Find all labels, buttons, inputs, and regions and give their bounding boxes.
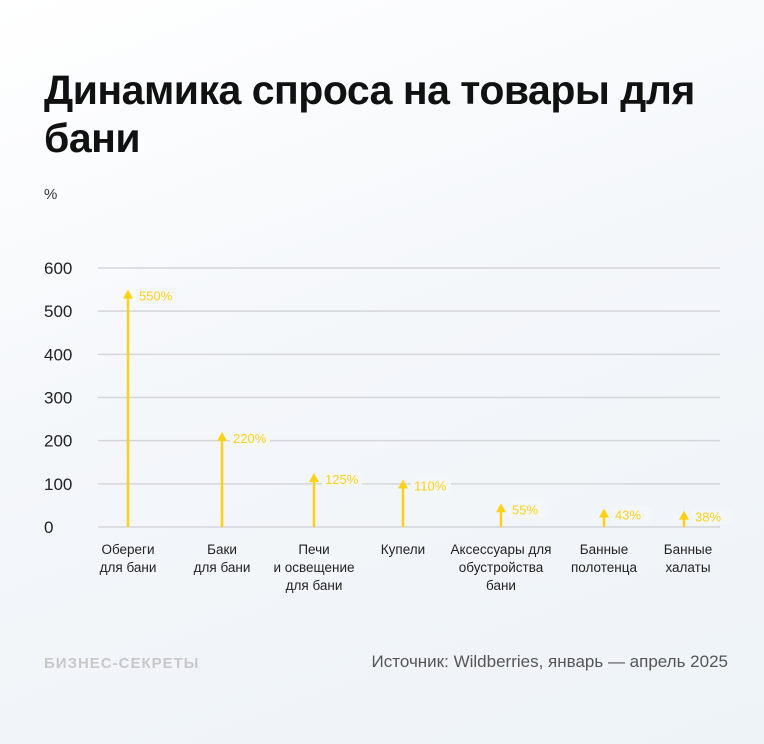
data-label: 38% [695,510,721,525]
x-category-label: Купели [380,542,426,557]
y-tick-label: 600 [44,259,72,278]
x-category-label: Банные халаты [663,542,713,575]
data-label-bg [692,508,732,525]
y-tick-label: 200 [44,432,72,451]
chart-title: Динамика спроса на товары для бани [44,67,695,161]
brand-logo: БИЗНЕС-СЕКРЕТЫ [44,655,200,672]
data-label: 43% [615,507,641,522]
data-label-bg [612,506,652,523]
arrow-head [217,432,227,442]
arrow-head [679,510,689,520]
y-tick-label: 400 [44,345,72,364]
data-label: 125% [325,472,359,487]
data-label-bg [411,477,451,494]
x-category-label: Баки для бани [193,542,251,575]
data-label-bg [322,471,362,488]
data-label-bg [509,501,549,518]
source-note: Источник: Wildberries, январь — апрель 2… [371,652,728,671]
arrow-head [309,473,319,483]
data-label: 55% [512,502,538,517]
data-label: 220% [233,431,267,446]
y-tick-label: 100 [44,475,72,494]
arrow-head [496,503,506,513]
data-label: 550% [139,289,173,304]
arrow-head [123,289,133,299]
data-label-bg [136,287,176,304]
data-label: 110% [414,479,447,494]
x-category-label: Аксессуары для обустройства бани [450,542,552,593]
y-tick-label: 0 [44,518,53,537]
arrow-head [398,479,408,489]
x-category-label: Обереги для бани [99,542,157,575]
data-label-bg [230,430,270,447]
y-tick-label: 300 [44,389,72,408]
y-tick-label: 500 [44,302,72,321]
x-category-label: Печи и освещение для бани [273,542,355,593]
arrow-head [599,508,609,518]
y-axis-unit: % [44,186,58,203]
x-category-label: Банные полотенца [571,542,637,575]
